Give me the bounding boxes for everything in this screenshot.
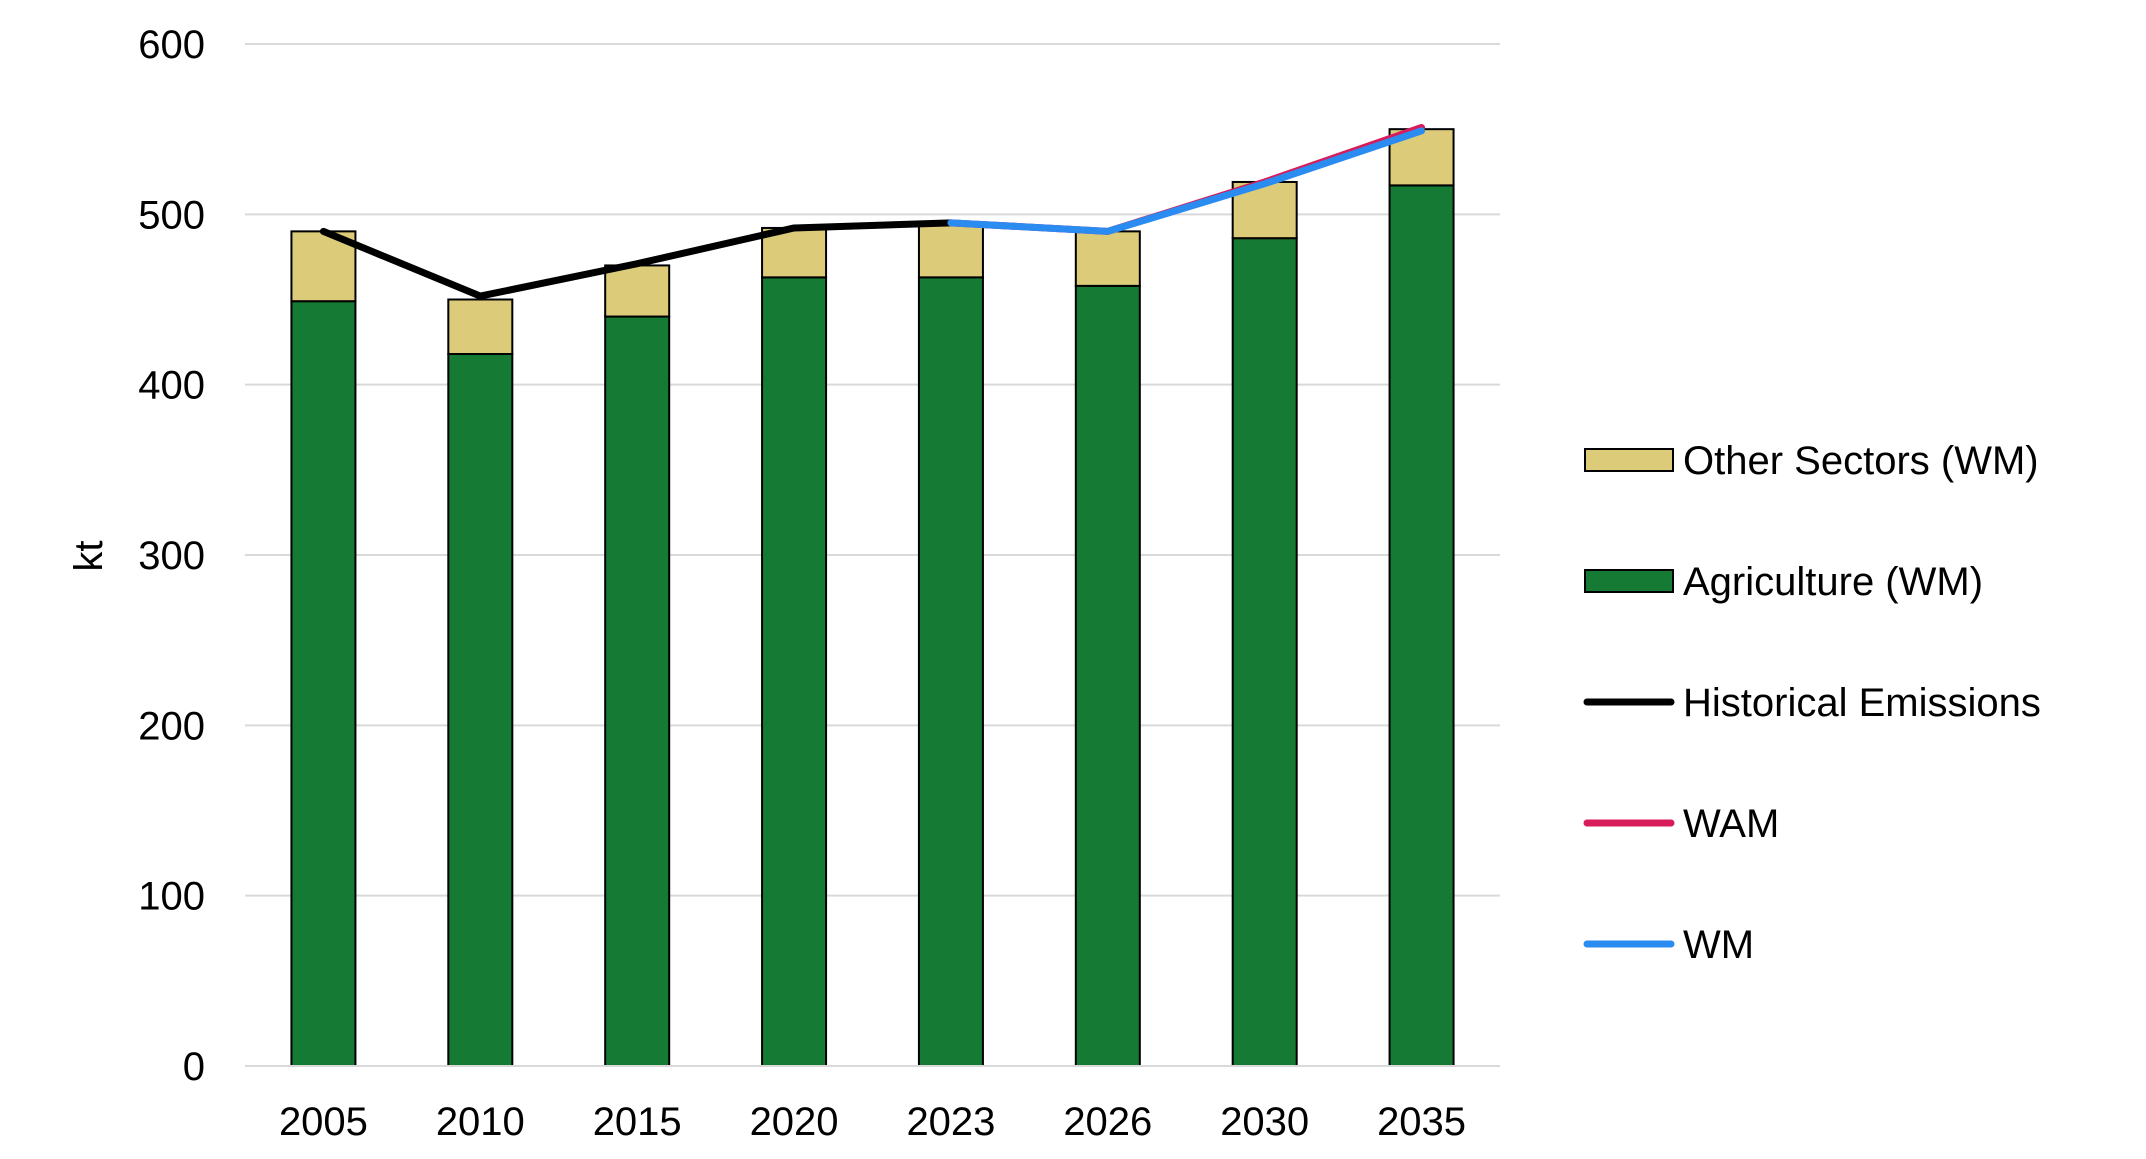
x-tick-label: 2026 (1063, 1100, 1152, 1144)
y-tick-label: 500 (138, 193, 205, 237)
bar-segment-agriculture (1388, 184, 1455, 1068)
bar-segment-agriculture (761, 276, 828, 1067)
bar-segment-agriculture (1074, 284, 1141, 1067)
y-tick-label: 100 (138, 875, 205, 919)
x-tick-label: 2030 (1220, 1100, 1309, 1144)
bar-segment-other-sectors (604, 264, 671, 318)
x-tick-label: 2010 (436, 1100, 525, 1144)
y-tick-label: 200 (138, 704, 205, 748)
y-tick-label: 0 (183, 1045, 205, 1089)
series-lines (319, 123, 1426, 300)
bar-segment-other-sectors (761, 226, 828, 279)
x-tick-label: 2015 (593, 1100, 682, 1144)
y-tick-label: 600 (138, 23, 205, 67)
legend-label: WM (1683, 923, 1754, 967)
legend-swatch (1584, 448, 1674, 472)
series-line-historical-emissions (319, 219, 955, 300)
x-tick-label: 2035 (1377, 1100, 1466, 1144)
bar-segment-agriculture (1231, 237, 1298, 1067)
x-tick-label: 2020 (750, 1100, 839, 1144)
series-line-wm (947, 127, 1426, 235)
bar-segment-agriculture (290, 300, 357, 1068)
gridlines (245, 43, 1500, 897)
legend-swatch (1584, 569, 1674, 593)
y-tick-label: 400 (138, 364, 205, 408)
legend-label: Agriculture (WM) (1683, 560, 1983, 604)
legend-label: WAM (1683, 802, 1779, 846)
x-tick-label: 2005 (279, 1100, 368, 1144)
x-tick-label: 2023 (906, 1100, 995, 1144)
bar-segment-agriculture (917, 276, 984, 1067)
series-line-wam (947, 123, 1426, 235)
bar-segment-agriculture (447, 353, 514, 1067)
y-axis-label: kt (67, 540, 111, 571)
y-tick-label: 300 (138, 534, 205, 578)
legend-label: Other Sectors (WM) (1683, 439, 2039, 483)
legend-label: Historical Emissions (1683, 681, 2041, 725)
bars (290, 128, 1455, 1068)
bar-segment-other-sectors (1074, 230, 1141, 287)
bar-segment-other-sectors (447, 298, 514, 356)
bar-segment-agriculture (604, 315, 671, 1067)
bar-segment-other-sectors (917, 221, 984, 279)
axes: 0 100 200 300 400 500 600 2005 2010 2015 2020 2023 2… (138, 23, 1500, 1144)
legend: Other Sectors (WM) Agriculture (WM) Histor… (1583, 439, 2041, 967)
